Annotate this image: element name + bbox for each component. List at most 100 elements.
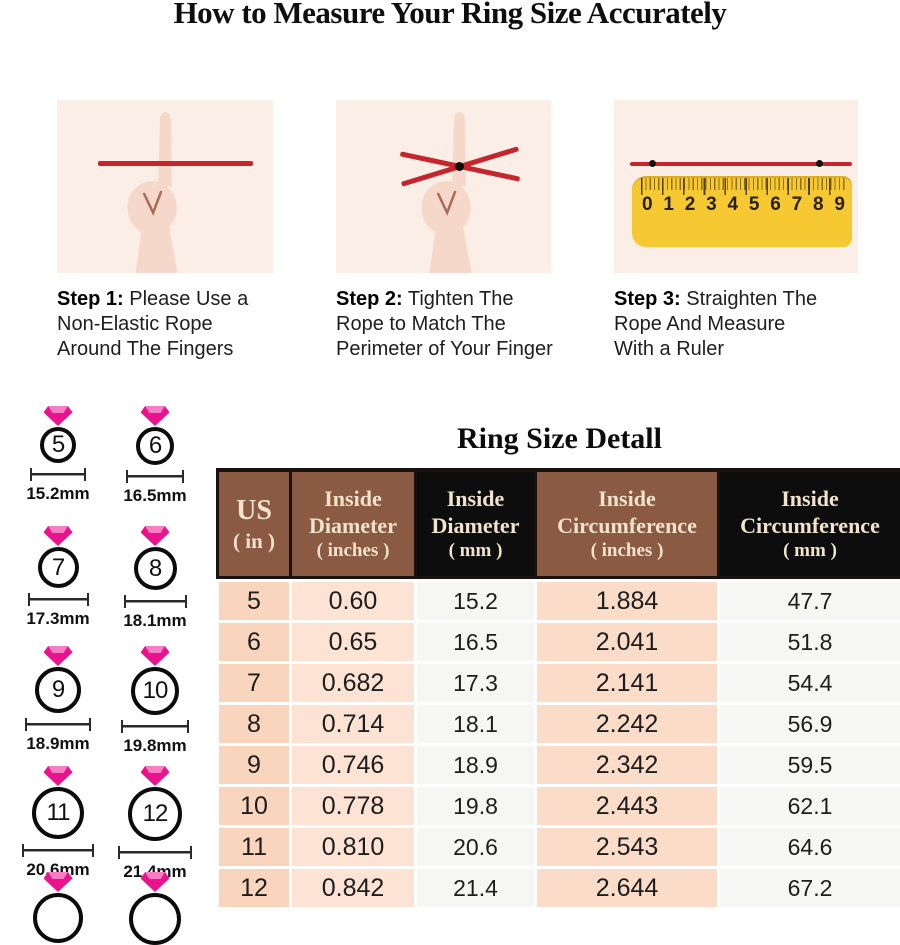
table-cell: 59.5 [720,746,900,784]
table-cell: 0.60 [292,582,414,620]
ruler-major-ticks [641,178,847,195]
ring-circle: 11 [32,787,84,839]
table-cell: 62.1 [720,787,900,825]
diameter-measure-line [30,468,86,481]
ring-size-item: 11 20.6mm [8,766,108,880]
ring-circle: 12 [128,787,182,841]
ring-diameter-label: 17.3mm [26,609,90,628]
diamond-icon [141,872,170,892]
table-cell: 0.842 [292,869,414,907]
table-cell: 51.8 [720,623,900,661]
ring-size-item-partial [8,872,108,943]
table-cell: 18.9 [417,746,534,784]
ring-circle [129,893,181,945]
step2-caption: Step 2: Tighten The Rope to Match The Pe… [336,288,553,360]
rope-line [98,161,253,166]
diameter-measure-line [22,844,94,857]
step2-illustration-panel [336,100,551,273]
diamond-icon [141,526,170,546]
ring-size-item: 6 16.5mm [105,406,205,506]
step3-label: Step 3: [614,288,681,310]
table-cell: 0.778 [292,787,414,825]
ring-diameter-label: 15.2mm [26,484,90,503]
table-cell: 0.810 [292,828,414,866]
step1-caption: Step 1: Please Use a Non-Elastic Rope Ar… [57,288,249,360]
ring-diameter-label: 19.8mm [123,736,187,755]
ring-size-item: 9 18.9mm [8,646,108,754]
header-us: US ( in ) [219,472,289,576]
ring-size-item: 12 21.4mm [105,766,205,882]
table-cell: 56.9 [720,705,900,743]
header-inside-circumference-mm: Inside Circumference ( mm ) [720,472,900,576]
table-cell: 11 [219,828,289,866]
table-cell: 54.4 [720,664,900,702]
diameter-measure-line [25,718,91,731]
table-cell: 7 [219,664,289,702]
table-cell: 16.5 [417,623,534,661]
ring-size-item-partial [105,872,205,945]
ring-size-item: 8 18.1mm [105,526,205,631]
diameter-measure-line [118,846,192,859]
measure-start-dot [649,159,656,167]
step3-illustration-panel: 0 1 2 3 4 5 6 7 8 9 [614,100,858,273]
step3-caption: Step 3: Straighten The Rope And Measure … [614,288,818,360]
diameter-measure-line [123,595,187,608]
ring-circle: 8 [133,547,177,590]
table-cell: 2.242 [537,705,717,743]
table-cell: 17.3 [417,664,534,702]
table-cell: 2.543 [537,828,717,866]
ring-circle: 5 [40,427,76,463]
diameter-measure-line [121,720,189,733]
diamond-icon [44,646,73,666]
header-inside-circumference-inches: Inside Circumference ( inches ) [537,472,717,576]
rope-straightened-line [630,162,852,166]
table-cell: 64.6 [720,828,900,866]
diamond-icon [141,406,170,426]
table-title: Ring Size Detall [457,422,662,455]
ring-size-item: 7 17.3mm [8,526,108,629]
ring-circle [33,893,83,943]
size-table-header: US ( in ) Inside Diameter ( inches ) Ins… [216,468,900,579]
ring-circle: 6 [136,427,174,465]
table-cell: 19.8 [417,787,534,825]
table-cell: 18.1 [417,705,534,743]
table-cell: 9 [219,746,289,784]
diameter-measure-line [126,470,184,483]
diamond-icon [141,646,170,666]
table-cell: 15.2 [417,582,534,620]
header-inside-diameter-mm: Inside Diameter ( mm ) [417,472,534,576]
ruler-illustration: 0 1 2 3 4 5 6 7 8 9 [632,176,852,247]
table-cell: 1.884 [537,582,717,620]
table-cell: 10 [219,787,289,825]
ring-diameter-label: 18.1mm [123,611,187,630]
page-title: How to Measure Your Ring Size Accurately [173,0,727,30]
table-cell: 2.644 [537,869,717,907]
table-cell: 12 [219,869,289,907]
ring-diameter-label: 18.9mm [26,734,90,753]
diamond-icon [44,766,73,786]
rope-knot-dot [455,162,464,171]
table-cell: 0.714 [292,705,414,743]
table-cell: 0.65 [292,623,414,661]
table-cell: 2.041 [537,623,717,661]
table-cell: 2.141 [537,664,717,702]
table-cell: 0.682 [292,664,414,702]
table-cell: 67.2 [720,869,900,907]
table-cell: 6 [219,623,289,661]
diamond-icon [44,406,73,426]
table-cell: 2.342 [537,746,717,784]
size-table-body: 5 0.60 15.2 1.884 47.7 6 0.65 16.5 2.041… [219,582,900,907]
ring-diameter-label: 16.5mm [123,486,187,505]
ring-circle: 9 [35,667,81,713]
ring-circle: 10 [131,667,179,715]
diameter-measure-line [27,593,89,606]
ring-size-item: 5 15.2mm [8,406,108,504]
measure-end-dot [816,159,823,167]
table-cell: 8 [219,705,289,743]
table-cell: 21.4 [417,869,534,907]
header-inside-diameter-inches: Inside Diameter ( inches ) [292,472,414,576]
step2-label: Step 2: [336,288,403,310]
table-cell: 20.6 [417,828,534,866]
table-cell: 0.746 [292,746,414,784]
ring-diameter-label: 20.6mm [26,860,90,879]
